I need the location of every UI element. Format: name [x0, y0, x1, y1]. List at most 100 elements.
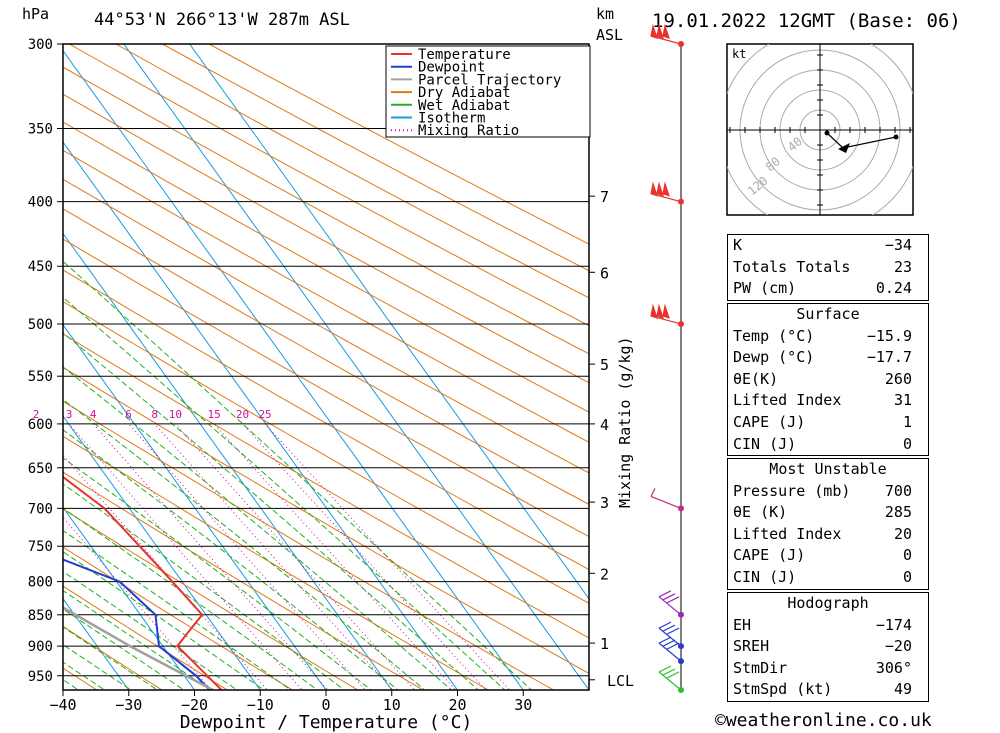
most-unstable-row: Lifted Index 20: [728, 524, 928, 546]
wet-adiabat-line: [63, 551, 265, 690]
pressure-tick-label: 750: [28, 539, 53, 555]
wet-adiabat-line: [63, 398, 426, 690]
pressure-tick-label: 400: [28, 195, 53, 211]
pressure-tick-label: 900: [28, 639, 53, 655]
parcel-trajectory-profile: [63, 606, 214, 690]
wet-adiabat-line: [0, 0, 73, 704]
dry-adiabat-line: [63, 585, 229, 690]
hodograph-point: [893, 134, 899, 140]
x-tick-label: −20: [181, 696, 208, 714]
surface-row: θE(K) 260: [728, 369, 928, 391]
wet-adiabat-line: [63, 296, 506, 690]
mixing-ratio-line: [174, 423, 416, 690]
legend-entry: Isotherm: [418, 111, 485, 127]
surface-row: Dewp (°C) −17.7: [728, 347, 928, 369]
surface-value: −17.7: [866, 348, 912, 367]
pressure-tick-label: 700: [28, 501, 53, 517]
surface-label: Temp (°C): [733, 326, 815, 345]
pressure-tick-label: 500: [28, 317, 53, 333]
surface-row: Lifted Index 31: [728, 390, 928, 412]
wet-adiabat-line: [63, 332, 479, 690]
mixing-ratio-label: 8: [151, 408, 158, 421]
index-label: PW (cm): [733, 279, 797, 298]
dewpoint-profile: [63, 558, 211, 690]
most-unstable-value: 0: [902, 546, 912, 565]
km-tick-label: 5: [600, 356, 609, 374]
x-tick-label: 0: [321, 696, 330, 714]
surface-value: 31: [893, 391, 912, 410]
asl-label: ASL: [596, 26, 624, 44]
surface-value: 0: [902, 434, 912, 453]
dry-adiabat-line: [63, 400, 555, 690]
legend-box: [385, 45, 591, 138]
wind-barb-icon: [658, 590, 682, 616]
dry-adiabat-line: [63, 121, 589, 413]
mixing-ratio-label: 6: [125, 408, 132, 421]
dry-adiabat-line: [63, 93, 589, 384]
copyright-footer: ©weatheronline.co.uk: [715, 710, 932, 731]
location-title: 44°53'N 266°13'W 287m ASL: [94, 10, 350, 30]
x-axis-title: Dewpoint / Temperature (°C): [180, 712, 473, 733]
temperature-profile: [63, 475, 223, 690]
legend-entry: Dewpoint: [418, 60, 485, 76]
km-tick-label: LCL: [607, 672, 634, 690]
isotherm-line: [63, 597, 130, 690]
most-unstable-label: θE (K): [733, 503, 788, 522]
index-value: 23: [893, 257, 912, 276]
surface-value: 1: [902, 412, 912, 431]
dry-adiabat-line: [63, 435, 490, 690]
isotherm-line: [63, 323, 327, 690]
hodograph-label: StmSpd (kt): [733, 680, 833, 699]
most-unstable-label: Pressure (mb): [733, 481, 851, 500]
hodograph-value: −174: [875, 615, 912, 634]
hodograph-unit-label: kt: [732, 47, 746, 61]
legend-entry: Temperature: [418, 47, 511, 63]
most-unstable-value: 20: [893, 524, 912, 543]
dry-adiabat-line: [63, 546, 294, 690]
datetime-title: 19.01.2022 12GMT (Base: 06): [652, 10, 961, 32]
pressure-tick-label: 350: [28, 121, 53, 137]
mixing-ratio-line: [92, 423, 329, 690]
pressure-tick-label: 800: [28, 575, 53, 591]
surface-value: −15.9: [866, 326, 912, 345]
km-tick-label: 4: [600, 416, 609, 434]
hodograph-table: Hodograph EH −174 SREH −20 StmDir 306° StmSpd (…: [727, 592, 929, 702]
dry-adiabat-line: [63, 508, 359, 690]
mixing-ratio-label: 3: [66, 408, 73, 421]
dry-adiabat-line: [63, 149, 589, 443]
most-unstable-row: CIN (J) 0: [728, 567, 928, 589]
mixing-ratio-label: 10: [169, 408, 182, 421]
hodograph-row: SREH −20: [728, 636, 928, 658]
dry-adiabat-line: [161, 44, 589, 272]
dry-adiabat-line: [63, 269, 589, 571]
mixing-ratio-label: 15: [207, 408, 220, 421]
most-unstable-label: CIN (J): [733, 567, 797, 586]
hodograph-value: 49: [893, 680, 912, 699]
pressure-tick-label: 600: [28, 417, 53, 433]
km-tick-label: 2: [600, 565, 609, 583]
surface-row: CAPE (J) 1: [728, 412, 928, 434]
hodograph-value: 306°: [875, 658, 912, 677]
pressure-tick-label: 850: [28, 608, 53, 624]
surface-label: CIN (J): [733, 434, 797, 453]
hodograph-label: SREH: [733, 637, 770, 656]
mixing-ratio-label: 25: [258, 408, 271, 421]
x-tick-label: 10: [383, 696, 401, 714]
index-label: K: [733, 236, 743, 254]
x-tick-label: −40: [49, 696, 76, 714]
pressure-tick-label: 950: [28, 669, 53, 685]
dry-adiabat-line: [63, 301, 589, 604]
most-unstable-row: CAPE (J) 0: [728, 545, 928, 567]
index-row: PW (cm) 0.24: [728, 278, 928, 300]
surface-title: Surface: [796, 305, 860, 323]
dry-adiabat-line: [208, 44, 589, 245]
dry-adiabat-line: [114, 44, 589, 299]
most-unstable-title: Most Unstable: [769, 460, 887, 478]
wet-adiabat-line: [63, 590, 212, 690]
wind-barb-icon: [650, 23, 682, 45]
index-row: K −34: [728, 235, 928, 257]
hodograph-row: StmDir 306°: [728, 658, 928, 680]
pressure-tick-label: 650: [28, 461, 53, 477]
most-unstable-label: CAPE (J): [733, 546, 806, 565]
